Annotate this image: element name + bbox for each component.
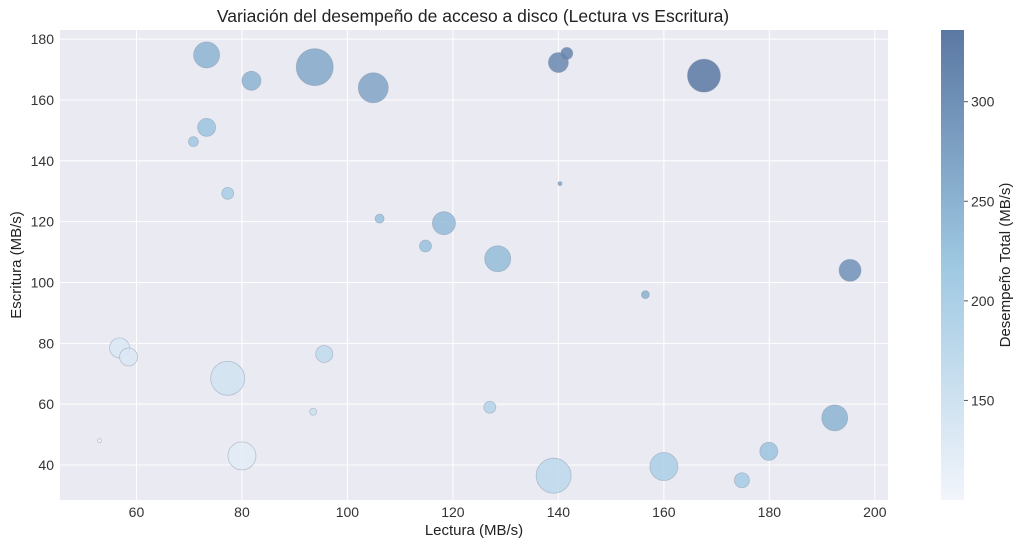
y-tick-labels: 40 60 80 100 120 140 160 180 <box>31 31 55 473</box>
scatter-point <box>734 472 750 489</box>
scatter-point <box>97 438 102 444</box>
y-tick-label: 60 <box>38 396 54 412</box>
scatter-point <box>119 347 138 367</box>
x-tick-label: 180 <box>758 504 782 520</box>
x-tick-label: 160 <box>652 504 676 520</box>
x-tick-label: 120 <box>441 504 465 520</box>
scatter-point <box>188 136 199 148</box>
scatter-point <box>374 213 385 224</box>
x-tick-label: 200 <box>863 504 887 520</box>
colorbar-tick-label: 250 <box>971 193 995 209</box>
colorbar-tick-label: 300 <box>971 94 995 110</box>
gridlines <box>60 30 888 500</box>
x-tick-label: 80 <box>234 504 250 520</box>
y-tick-label: 100 <box>31 274 55 290</box>
colorbar-label: Desempeño Total (MB/s) <box>997 183 1014 348</box>
data-points <box>97 41 862 494</box>
y-axis-label: Escritura (MB/s) <box>8 211 25 319</box>
scatter-point <box>221 186 235 200</box>
scatter-point <box>419 239 432 253</box>
chart-title: Variación del desempeño de acceso a disc… <box>217 6 729 26</box>
colorbar-tick-label: 150 <box>971 392 995 408</box>
scatter-point <box>557 181 563 187</box>
x-tick-label: 140 <box>547 504 571 520</box>
scatter-point <box>210 360 246 396</box>
colorbar-tick-labels: 150 200 250 300 <box>964 94 995 408</box>
plot-area <box>60 30 888 500</box>
scatter-point <box>641 290 650 300</box>
scatter-point <box>838 258 862 282</box>
scatter-point <box>535 457 572 494</box>
x-axis-label: Lectura (MB/s) <box>425 522 523 539</box>
y-tick-label: 80 <box>38 335 54 351</box>
scatter-point <box>309 407 318 416</box>
colorbar-tick-label: 200 <box>971 293 995 309</box>
x-tick-labels: 60 80 100 120 140 160 180 200 <box>129 504 887 520</box>
scatter-point <box>357 72 389 104</box>
x-tick-label: 100 <box>336 504 360 520</box>
scatter-point <box>483 400 497 414</box>
scatter-point <box>315 345 334 363</box>
x-tick-label: 60 <box>129 504 145 520</box>
scatter-point <box>197 117 217 137</box>
scatter-point <box>759 441 779 461</box>
y-tick-label: 40 <box>38 457 54 473</box>
scatter-point <box>484 245 512 273</box>
scatter-point <box>241 70 262 91</box>
scatter-point <box>432 211 456 236</box>
scatter-point <box>193 41 221 69</box>
y-tick-label: 120 <box>31 214 55 230</box>
y-tick-label: 140 <box>31 153 55 169</box>
y-tick-label: 160 <box>31 92 55 108</box>
scatter-point <box>821 404 849 432</box>
scatter-point <box>649 452 679 481</box>
scatter-point <box>560 47 574 60</box>
scatter-point <box>687 58 721 93</box>
y-tick-label: 180 <box>31 31 55 47</box>
scatter-point <box>295 48 334 87</box>
scatter-point <box>227 441 257 471</box>
colorbar <box>941 30 964 500</box>
